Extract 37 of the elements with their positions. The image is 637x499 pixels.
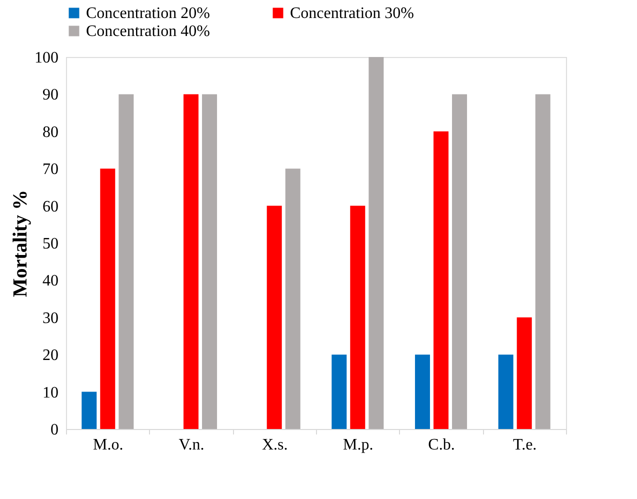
bar: [368, 57, 384, 429]
bar: [414, 354, 430, 429]
bar: [434, 131, 448, 429]
bar: [202, 94, 218, 429]
bar: [516, 317, 532, 429]
bar: [452, 94, 468, 429]
bar: [535, 94, 550, 429]
bar: [184, 94, 198, 429]
y-tick-label: 30: [42, 310, 58, 327]
bar: [498, 354, 514, 429]
bar: [266, 206, 282, 429]
y-axis-title: Mortality %: [10, 190, 32, 298]
bar: [100, 168, 116, 429]
bar: [285, 168, 300, 429]
bar: [350, 206, 366, 429]
x-tick-label: M.o.: [93, 436, 124, 454]
y-tick-label: 90: [42, 86, 58, 104]
x-tick-label: M.p.: [343, 436, 374, 454]
y-tick-label: 70: [42, 161, 58, 178]
bar: [332, 354, 347, 429]
legend-label: Concentration 20%: [86, 5, 210, 22]
legend-label: Concentration 30%: [290, 5, 414, 22]
x-tick-label: C.b.: [428, 436, 455, 454]
x-tick-label: V.n.: [178, 436, 204, 454]
bar: [118, 94, 134, 429]
y-tick-label: 80: [42, 124, 58, 141]
bar: [82, 392, 97, 429]
y-tick-label: 0: [50, 422, 58, 438]
y-tick-label: 100: [34, 50, 58, 66]
legend-label: Concentration 40%: [86, 23, 210, 40]
y-tick-label: 10: [42, 384, 58, 402]
x-tick-label: X.s.: [262, 436, 288, 454]
x-tick-label: T.e.: [512, 436, 537, 454]
y-tick-label: 50: [42, 236, 58, 252]
y-tick-label: 40: [42, 272, 58, 290]
y-tick-label: 60: [42, 198, 58, 216]
y-tick-label: 20: [42, 347, 58, 364]
